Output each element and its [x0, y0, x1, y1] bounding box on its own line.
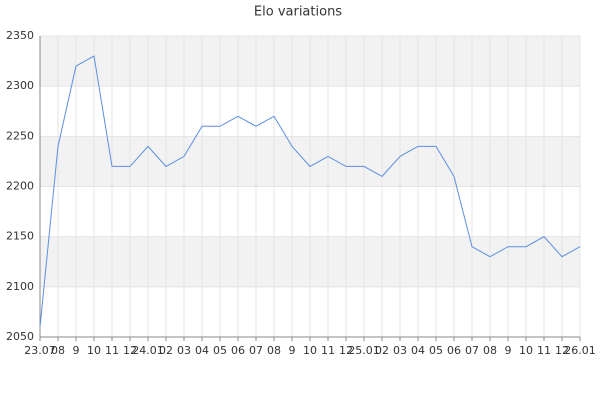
x-tick-label: 12: [123, 344, 137, 357]
y-tick-label: 2300: [6, 79, 34, 92]
x-tick-label: 11: [105, 344, 119, 357]
x-tick-label: 24.01: [132, 344, 164, 357]
x-tick-label: 07: [249, 344, 263, 357]
x-tick-label: 08: [483, 344, 497, 357]
x-tick-label: 11: [537, 344, 551, 357]
x-tick-label: 04: [411, 344, 425, 357]
x-tick-label: 04: [195, 344, 209, 357]
x-tick-label: 03: [393, 344, 407, 357]
x-tick-label: 05: [213, 344, 227, 357]
y-tick-label: 2150: [6, 230, 34, 243]
x-tick-label: 9: [289, 344, 296, 357]
x-tick-label: 03: [177, 344, 191, 357]
y-tick-label: 2100: [6, 280, 34, 293]
x-tick-label: 26.01: [564, 344, 596, 357]
y-tick-label: 2200: [6, 180, 34, 193]
x-tick-label: 02: [375, 344, 389, 357]
y-tick-label: 2050: [6, 330, 34, 343]
x-tick-label: 12: [555, 344, 569, 357]
x-tick-label: 02: [159, 344, 173, 357]
x-tick-label: 23.07: [24, 344, 56, 357]
x-tick-label: 10: [303, 344, 317, 357]
data-line: [39, 55, 581, 328]
y-tick-label: 2250: [6, 129, 34, 142]
x-tick-label: 07: [465, 344, 479, 357]
x-tick-label: 10: [519, 344, 533, 357]
x-tick-label: 11: [321, 344, 335, 357]
x-tick-label: 06: [231, 344, 245, 357]
x-tick-label: 12: [339, 344, 353, 357]
x-tick-label: 10: [87, 344, 101, 357]
x-tick-label: 9: [505, 344, 512, 357]
y-tick-label: 2350: [6, 29, 34, 42]
x-tick-label: 05: [429, 344, 443, 357]
chart-title: Elo variations: [254, 5, 342, 20]
x-tick-label: 08: [51, 344, 65, 357]
x-tick-label: 9: [73, 344, 80, 357]
x-tick-label: 25.01: [348, 344, 380, 357]
x-tick-label: 06: [447, 344, 461, 357]
x-tick-label: 08: [267, 344, 281, 357]
